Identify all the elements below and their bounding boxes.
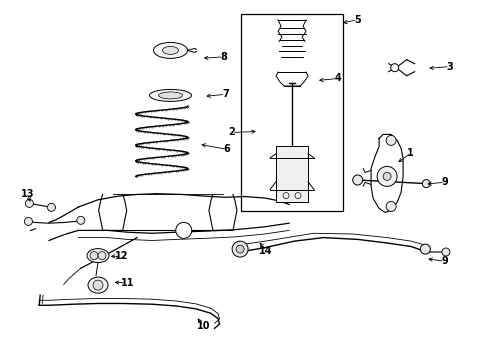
Text: 4: 4 <box>335 73 342 84</box>
Text: 10: 10 <box>196 321 210 331</box>
Bar <box>241 14 343 211</box>
Text: 13: 13 <box>21 189 34 199</box>
Circle shape <box>386 135 396 145</box>
Text: 2: 2 <box>228 127 235 138</box>
Ellipse shape <box>88 277 108 293</box>
Circle shape <box>236 245 244 253</box>
Circle shape <box>353 175 363 185</box>
Ellipse shape <box>163 46 178 54</box>
Text: 3: 3 <box>446 62 453 72</box>
Circle shape <box>77 216 85 224</box>
Circle shape <box>283 193 289 199</box>
Text: 12: 12 <box>115 251 128 261</box>
Circle shape <box>295 193 301 199</box>
Circle shape <box>93 280 103 290</box>
Circle shape <box>420 244 430 254</box>
Text: 7: 7 <box>222 89 229 99</box>
Bar <box>276 146 308 202</box>
Circle shape <box>232 241 248 257</box>
Ellipse shape <box>149 89 192 102</box>
Circle shape <box>48 203 55 211</box>
Circle shape <box>391 64 399 72</box>
Circle shape <box>383 172 391 180</box>
Text: 8: 8 <box>220 52 227 62</box>
Circle shape <box>422 180 430 188</box>
Text: 14: 14 <box>259 246 273 256</box>
Circle shape <box>98 252 106 260</box>
Circle shape <box>25 199 33 207</box>
Text: 1: 1 <box>407 148 414 158</box>
Circle shape <box>90 252 98 260</box>
Ellipse shape <box>87 249 109 262</box>
Ellipse shape <box>153 42 188 58</box>
Text: 5: 5 <box>354 15 361 25</box>
Ellipse shape <box>159 92 182 99</box>
Circle shape <box>442 248 450 256</box>
Circle shape <box>377 166 397 186</box>
Text: 6: 6 <box>223 144 230 154</box>
Circle shape <box>386 201 396 211</box>
Circle shape <box>176 222 192 238</box>
Text: 9: 9 <box>441 256 448 266</box>
Text: 11: 11 <box>121 278 134 288</box>
Text: 9: 9 <box>441 177 448 187</box>
Circle shape <box>24 217 32 225</box>
